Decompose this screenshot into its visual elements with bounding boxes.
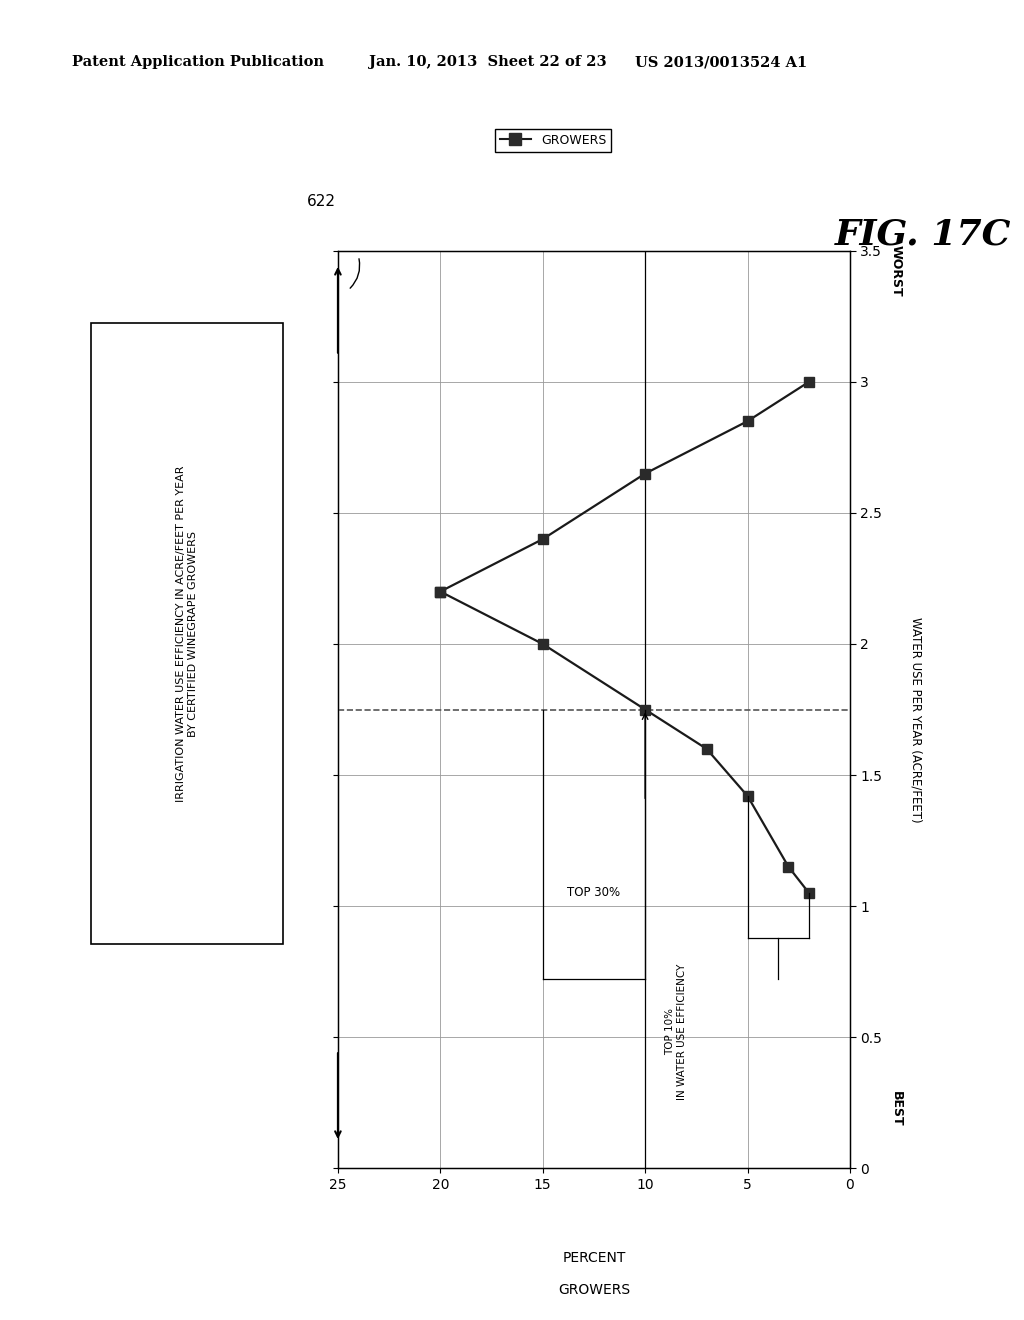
Text: GROWERS: GROWERS xyxy=(558,1283,630,1296)
Text: TOP 30%: TOP 30% xyxy=(567,887,621,899)
Text: Jan. 10, 2013  Sheet 22 of 23: Jan. 10, 2013 Sheet 22 of 23 xyxy=(369,55,606,70)
Text: FIG. 17C: FIG. 17C xyxy=(835,218,1011,252)
Text: 622: 622 xyxy=(307,194,336,209)
Text: WORST: WORST xyxy=(890,244,902,297)
Legend: GROWERS: GROWERS xyxy=(495,128,611,152)
FancyBboxPatch shape xyxy=(91,323,283,944)
Text: BEST: BEST xyxy=(890,1092,902,1126)
Text: US 2013/0013524 A1: US 2013/0013524 A1 xyxy=(635,55,807,70)
Text: WATER USE PER YEAR (ACRE/FEET): WATER USE PER YEAR (ACRE/FEET) xyxy=(910,616,923,822)
Text: TOP 10%
IN WATER USE EFFICIENCY: TOP 10% IN WATER USE EFFICIENCY xyxy=(665,964,687,1100)
Text: PERCENT: PERCENT xyxy=(562,1251,626,1265)
Text: IRRIGATION WATER USE EFFICIENCY IN ACRE/FEET PER YEAR
BY CERTIFIED WINEGRAPE GRO: IRRIGATION WATER USE EFFICIENCY IN ACRE/… xyxy=(176,466,198,801)
Text: Patent Application Publication: Patent Application Publication xyxy=(72,55,324,70)
